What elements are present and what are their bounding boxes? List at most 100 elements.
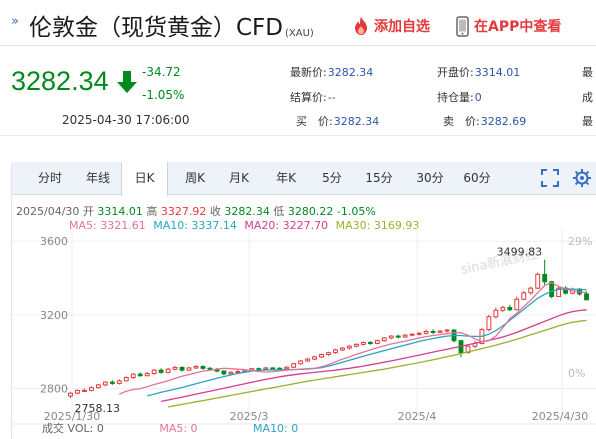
y-tick-label: 3600: [40, 235, 68, 248]
candle-body: [360, 342, 366, 345]
candle-body: [347, 345, 352, 349]
tab-yearly-k[interactable]: 年K: [276, 171, 296, 185]
arrow-down-icon: [117, 71, 137, 93]
ma20-legend: MA20: 3227.70: [244, 219, 329, 232]
ohlc-low-label: 低: [273, 205, 285, 218]
candle-body: [82, 389, 87, 392]
low-annotation: 2758.13: [74, 402, 120, 415]
candle-body: [207, 367, 213, 370]
add-watchlist-button[interactable]: 添加自选: [352, 15, 430, 37]
tab-60min[interactable]: 60分: [463, 171, 491, 185]
instrument-title: 伦敦金（现货黄金）CFD: [29, 15, 283, 41]
tab-5min[interactable]: 5分: [322, 171, 342, 185]
open-in-app-button[interactable]: 在APP中查看: [456, 15, 561, 37]
candle-body: [270, 367, 276, 370]
field-label: 卖 价:: [443, 115, 480, 128]
phone-icon: [456, 15, 469, 37]
quote-field: 最新价:3282.34: [290, 64, 373, 80]
candle-body: [312, 356, 317, 360]
candle-body: [584, 293, 589, 301]
candle-body: [221, 370, 227, 375]
title-arrows-icon: »: [11, 14, 19, 29]
candle-body: [256, 368, 262, 371]
tab-15min[interactable]: 15分: [365, 171, 393, 185]
candle-body: [353, 343, 359, 347]
tab-daily-k[interactable]: 日K: [121, 162, 168, 196]
volume-legend: 成交 VOL: 0 MA5: 0 MA10: 0: [42, 420, 298, 436]
candle-body: [151, 369, 157, 374]
field-value: 3282.34: [327, 66, 374, 79]
ma10-legend: MA10: 3337.14: [153, 219, 237, 232]
field-value: 3282.34: [333, 115, 380, 128]
flame-icon: [355, 17, 367, 35]
tab-year-line[interactable]: 年线: [85, 171, 110, 185]
x-tick-label: 2025/4: [398, 410, 437, 423]
volume-ma10: MA10: 0: [253, 422, 299, 435]
candle-body: [507, 307, 513, 311]
field-label: 开盘价:: [437, 66, 474, 79]
field-label: 最: [582, 115, 593, 128]
candle-body: [193, 365, 199, 369]
ma5-line: [119, 281, 587, 395]
x-tick-label: 2025/1/30: [44, 410, 100, 423]
candle-body: [305, 358, 310, 362]
candle-body: [130, 373, 136, 379]
title-bar: » 伦敦金（现货黄金）CFD (XAU) 添加自选 在APP中查看: [0, 0, 596, 46]
field-value: --: [327, 91, 336, 104]
candle-body: [186, 367, 192, 371]
field-label: 持仓量:: [437, 91, 474, 104]
candle-body: [116, 380, 122, 384]
kline-panel: 分时 年线 日K 周K 月K 年K 5分 15分 30分 60分 2025/04…: [11, 162, 596, 439]
quote-field: 持仓量:0: [437, 89, 482, 105]
volume-label: 成交 VOL: 0: [42, 422, 104, 435]
candle-body: [528, 287, 534, 294]
quote-field: 买 价:3282.34: [296, 113, 379, 129]
candle-body: [298, 360, 304, 365]
quote-field: 开盘价:3314.01: [437, 64, 520, 80]
candle-body: [521, 292, 527, 300]
divider: [0, 135, 596, 136]
fullscreen-icon[interactable]: [541, 169, 559, 187]
ma30-legend: MA30: 3169.93: [335, 219, 420, 232]
gear-icon[interactable]: [572, 168, 592, 188]
last-price: 3282.34: [11, 66, 109, 96]
pct-tick-label: 29%: [568, 235, 592, 248]
candle-body: [235, 370, 241, 373]
candle-body: [123, 377, 129, 382]
ohlc-readout: 2025/04/30 开 3314.01 高 3327.92 收 3282.34…: [16, 203, 376, 219]
tab-monthly-k[interactable]: 月K: [229, 171, 249, 185]
candle-body: [486, 316, 492, 331]
ohlc-open: 3314.01: [97, 205, 143, 218]
candle-body: [465, 345, 471, 354]
ma-legend: MA5: 3321.61 MA10: 3337.14 MA20: 3227.70…: [69, 219, 423, 232]
candle-body: [172, 366, 178, 370]
candle-body: [263, 367, 269, 370]
tab-timeshare[interactable]: 分时: [37, 171, 62, 185]
ohlc-high-label: 高: [146, 205, 158, 218]
kline-chart[interactable]: 36003200280029%0%sina新浪财经3499.832758.132…: [12, 162, 596, 439]
add-watchlist-label: 添加自选: [374, 19, 430, 35]
tab-weekly-k[interactable]: 周K: [185, 171, 205, 185]
quote-field: 最: [582, 64, 594, 80]
candle-body: [500, 307, 506, 311]
ohlc-date: 2025/04/30: [16, 205, 80, 218]
candle-body: [158, 369, 164, 373]
candle-body: [95, 384, 101, 389]
candle-body: [291, 363, 297, 368]
candle-body: [367, 342, 373, 345]
candle-body: [109, 381, 115, 384]
candle-body: [137, 373, 143, 377]
candle-body: [340, 347, 345, 351]
candle-body: [437, 330, 443, 333]
candle-body: [179, 366, 185, 371]
candle-body: [200, 365, 206, 369]
tab-30min[interactable]: 30分: [416, 171, 444, 185]
quote-timestamp: 2025-04-30 17:06:00: [62, 113, 190, 127]
candle-body: [228, 371, 234, 375]
ohlc-change-pct: -1.05%: [336, 205, 376, 218]
candle-body: [402, 334, 408, 338]
candle-body: [535, 273, 541, 289]
candle-body: [284, 366, 290, 370]
ma30-line: [167, 319, 587, 408]
open-in-app-label: 在APP中查看: [474, 19, 562, 35]
